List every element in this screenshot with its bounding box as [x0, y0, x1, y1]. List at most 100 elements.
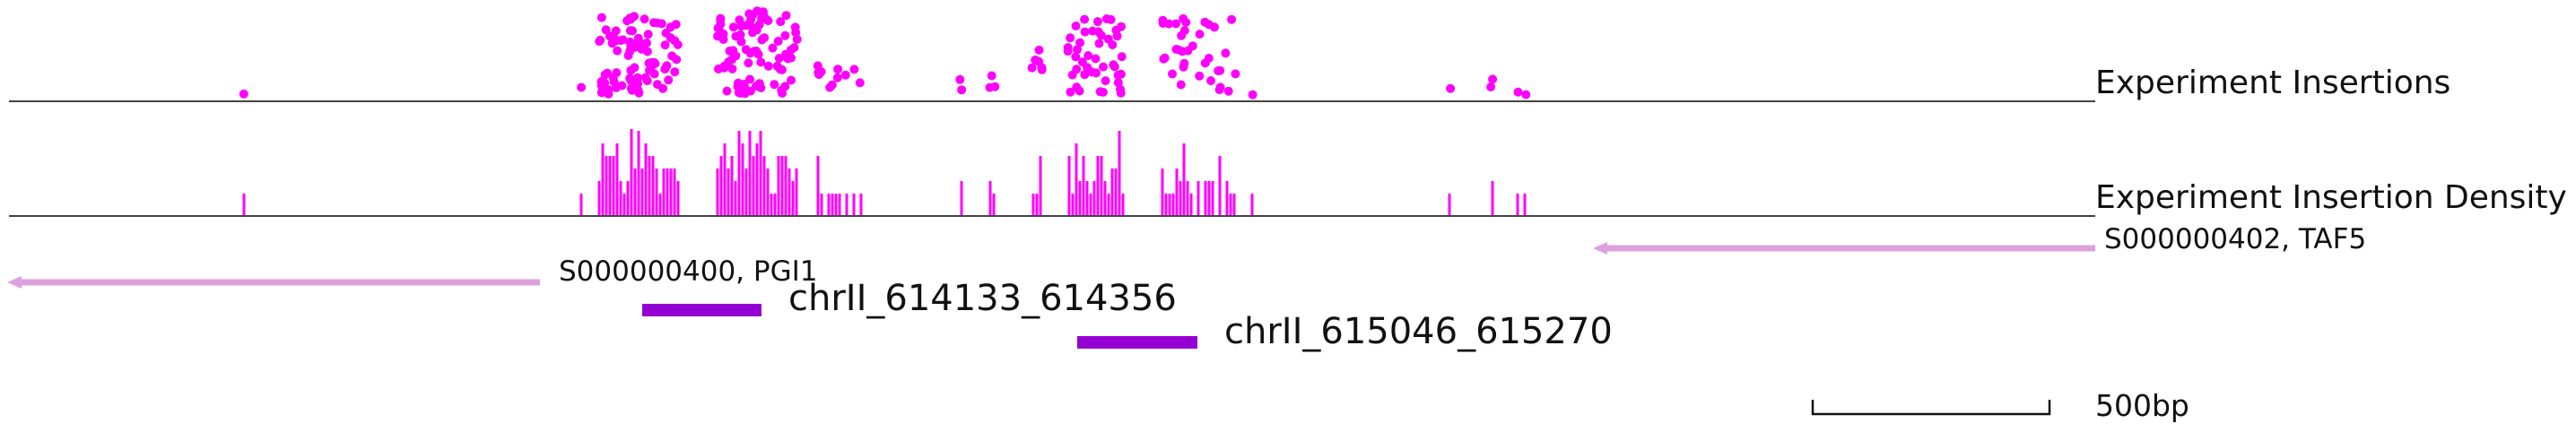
- insertion-point: [617, 81, 627, 91]
- insertion-point: [792, 34, 802, 44]
- insertion-point: [1171, 19, 1180, 29]
- insertion-point: [1171, 45, 1181, 54]
- density-bar: [1071, 194, 1075, 215]
- insertion-point: [728, 22, 738, 32]
- density-bar: [1121, 194, 1125, 215]
- insertion-point: [1106, 14, 1116, 24]
- region-614133[interactable]: chrII_614133_614356: [642, 278, 1177, 319]
- density-bar: [1168, 194, 1171, 215]
- insertion-point: [749, 47, 759, 56]
- insertion-point: [1215, 82, 1225, 92]
- insertion-point: [1073, 45, 1082, 55]
- insertion-point: [1215, 65, 1225, 75]
- density-bar: [1232, 194, 1236, 215]
- insertion-point: [1513, 87, 1523, 97]
- insertion-point: [670, 67, 680, 77]
- insertion-point: [1066, 33, 1075, 43]
- density-bar: [1523, 194, 1527, 215]
- insertion-point: [625, 13, 635, 23]
- insertion-point: [1075, 86, 1084, 96]
- insertion-point: [1200, 17, 1210, 27]
- insertion-point: [1027, 63, 1037, 73]
- gene-pgi1-label: S000000400, PGI1: [559, 255, 817, 288]
- density-bar: [1211, 181, 1214, 215]
- insertion-point: [1206, 76, 1215, 85]
- density-bar: [852, 194, 856, 215]
- insertion-point: [1096, 30, 1106, 40]
- insertion-point: [1521, 90, 1531, 99]
- insertion-point: [1117, 22, 1126, 31]
- insertion-point: [1091, 54, 1101, 64]
- insertion-point: [1092, 68, 1101, 78]
- insertion-point: [612, 36, 622, 46]
- region-615046-bar: [1077, 336, 1197, 349]
- density-bar: [633, 168, 637, 215]
- density-bar: [1171, 194, 1175, 215]
- insertion-point: [605, 31, 614, 41]
- insertion-point: [787, 53, 796, 63]
- insertion-point: [774, 54, 784, 63]
- scale-bar: 500bp: [1811, 388, 2189, 423]
- insertion-point: [640, 14, 649, 24]
- insertion-point: [722, 86, 732, 96]
- density-bar: [727, 168, 730, 215]
- density-bar: [1067, 156, 1071, 215]
- insertion-point: [735, 30, 745, 39]
- insertion-point: [647, 57, 657, 67]
- insertion-point: [1488, 74, 1498, 84]
- insertion-point: [763, 61, 773, 71]
- density-bar: [834, 194, 838, 215]
- insertion-point: [1176, 80, 1186, 90]
- density-bar: [838, 194, 841, 215]
- gene-pgi1[interactable]: S000000400, PGI1: [7, 255, 817, 289]
- density-track: Experiment Insertion Density: [9, 129, 2567, 217]
- insertion-point: [745, 74, 754, 84]
- insertion-point: [758, 7, 768, 17]
- density-bar: [1096, 156, 1100, 215]
- density-bar: [626, 181, 630, 215]
- insertion-point: [1077, 57, 1087, 67]
- density-bar: [619, 181, 622, 215]
- insertion-point: [1248, 90, 1258, 99]
- insertion-point: [239, 89, 248, 99]
- insertion-point: [781, 11, 791, 21]
- insertion-point: [653, 18, 663, 28]
- insertion-point: [728, 46, 738, 56]
- density-bar: [1035, 194, 1039, 215]
- insertion-point: [1446, 83, 1456, 93]
- insertion-point: [660, 65, 670, 74]
- insertion-point: [660, 40, 670, 50]
- insertion-point: [718, 29, 728, 39]
- region-615046-label: chrII_615046_615270: [1224, 311, 1613, 352]
- insertion-point: [596, 13, 606, 22]
- insertion-point: [640, 73, 650, 82]
- density-bar: [1100, 156, 1103, 215]
- insertion-point: [1034, 56, 1044, 66]
- insertion-point: [719, 61, 729, 71]
- insertion-point: [827, 80, 837, 90]
- insertion-point: [855, 78, 865, 88]
- insertion-point: [1223, 86, 1233, 96]
- insertion-point: [1159, 54, 1169, 64]
- density-bar: [1089, 194, 1092, 215]
- insertion-point: [790, 22, 800, 32]
- insertion-point: [756, 57, 766, 67]
- insertion-point: [1158, 15, 1168, 25]
- density-bar: [669, 168, 673, 215]
- density-bar: [827, 194, 831, 215]
- gene-taf5[interactable]: S000000402, TAF5: [1593, 223, 2366, 255]
- insertion-point: [1092, 17, 1102, 27]
- density-bar: [630, 129, 633, 215]
- gene-taf5-label: S000000402, TAF5: [2104, 223, 2366, 255]
- density-bar: [662, 168, 666, 215]
- insertion-point: [1072, 65, 1082, 74]
- region-615046[interactable]: chrII_615046_615270: [1077, 311, 1613, 352]
- gene-track: S000000402, TAF5 S000000400, PGI1: [7, 223, 2366, 289]
- density-bar: [777, 156, 780, 215]
- region-614133-label: chrII_614133_614356: [788, 278, 1177, 319]
- insertion-point: [957, 85, 967, 95]
- insertion-dots: [239, 6, 1531, 99]
- density-bar: [640, 168, 644, 215]
- insertion-point: [652, 80, 662, 90]
- insertion-point: [1075, 38, 1085, 48]
